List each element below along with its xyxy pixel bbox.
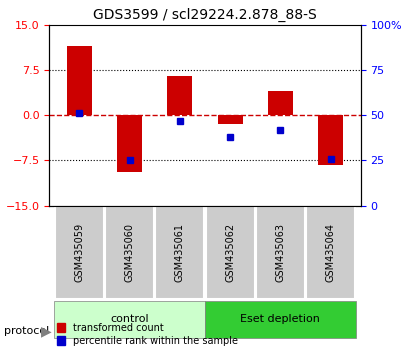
Text: GSM435063: GSM435063: [275, 223, 285, 281]
FancyBboxPatch shape: [204, 301, 355, 338]
Text: Eset depletion: Eset depletion: [240, 314, 319, 324]
Bar: [67, 46, 92, 115]
FancyBboxPatch shape: [54, 206, 104, 298]
Text: protocol: protocol: [4, 326, 49, 336]
FancyBboxPatch shape: [255, 206, 304, 298]
FancyBboxPatch shape: [54, 301, 204, 338]
Bar: [317, 115, 342, 165]
FancyBboxPatch shape: [205, 206, 254, 298]
Text: GSM435064: GSM435064: [325, 223, 335, 281]
Bar: [267, 91, 292, 115]
Bar: [217, 115, 242, 124]
Text: GSM435061: GSM435061: [175, 223, 184, 281]
Text: GSM435060: GSM435060: [124, 223, 134, 281]
FancyBboxPatch shape: [105, 206, 154, 298]
Text: GSM435059: GSM435059: [74, 222, 84, 281]
Legend: transformed count, percentile rank within the sample: transformed count, percentile rank withi…: [54, 320, 240, 349]
FancyBboxPatch shape: [155, 206, 204, 298]
Text: control: control: [110, 314, 148, 324]
Bar: [167, 76, 192, 115]
Text: GSM435062: GSM435062: [225, 222, 234, 281]
Bar: [117, 115, 142, 172]
FancyBboxPatch shape: [305, 206, 355, 298]
Title: GDS3599 / scl29224.2.878_88-S: GDS3599 / scl29224.2.878_88-S: [93, 8, 316, 22]
Text: ▶: ▶: [41, 324, 52, 338]
